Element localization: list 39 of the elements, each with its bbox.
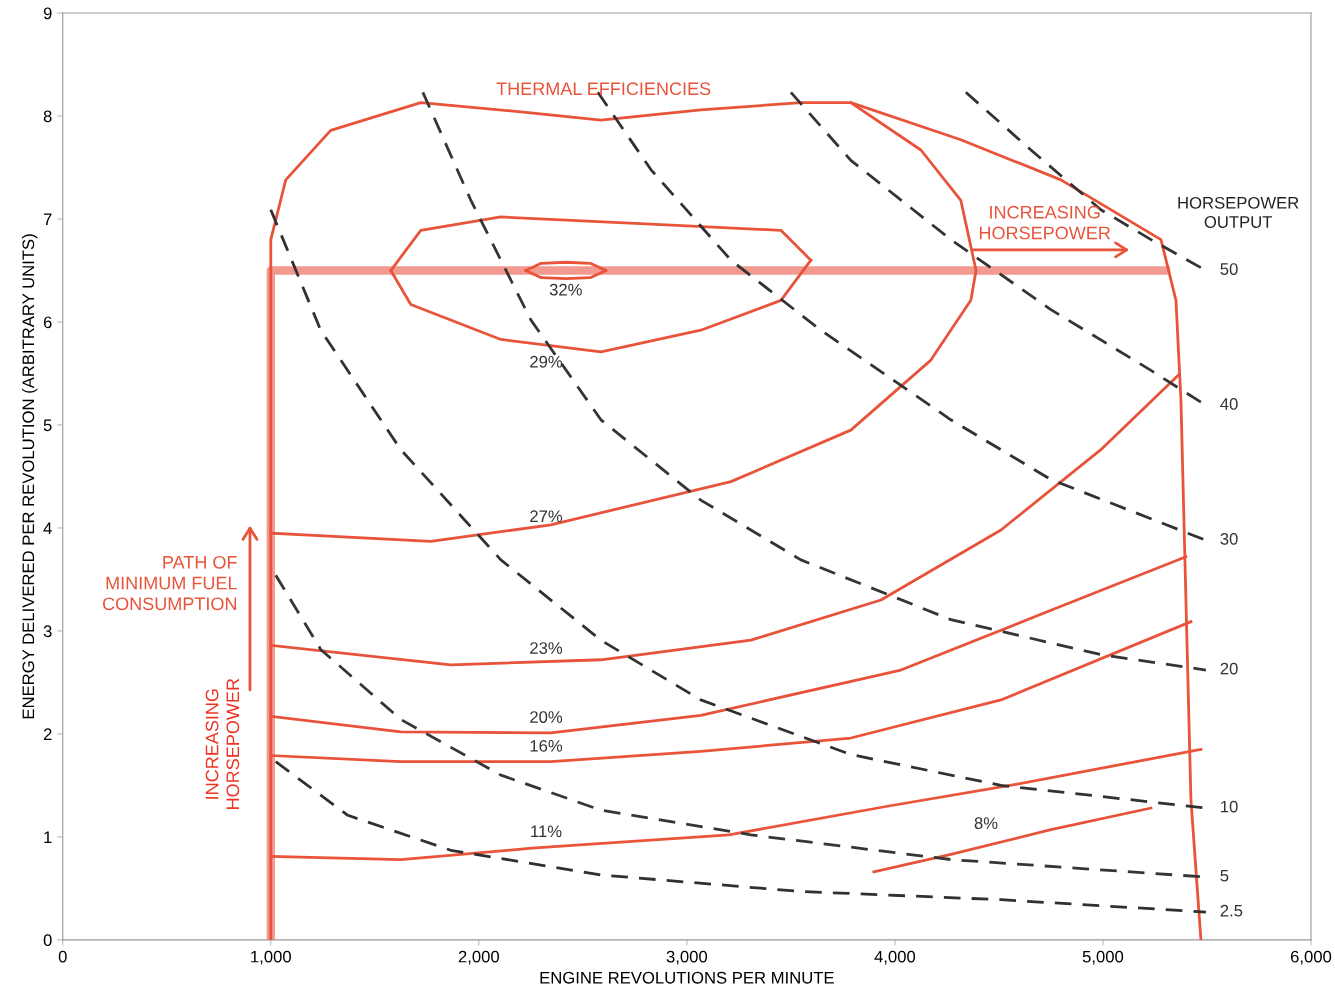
x-tick-label: 6,000 <box>1290 950 1332 965</box>
x-tick-label: 0 <box>58 950 67 963</box>
annotation: 32% <box>549 283 582 296</box>
annotation: 27% <box>530 510 563 523</box>
series-label: 30 <box>1220 532 1238 545</box>
x-tick-label: 1,000 <box>251 950 291 965</box>
y-axis-title: ENERGY DELIVERED PER REVOLUTION (ARBITRARY UNITS) <box>21 234 38 719</box>
x-axis-title: ENGINE REVOLUTIONS PER MINUTE <box>540 971 834 984</box>
x-tick-label: 5,000 <box>1082 950 1124 965</box>
y-tick-label: 6 <box>43 316 52 329</box>
annotation: 23% <box>530 642 563 654</box>
annotation: 11% <box>531 825 562 838</box>
annotation: THERMAL EFFICIENCIES <box>496 82 711 96</box>
y-tick-label: 7 <box>43 213 52 226</box>
annotation: 29% <box>530 355 563 368</box>
y-tick-label: 8 <box>43 110 52 123</box>
y-tick-label: 4 <box>43 522 52 534</box>
series-label: 50 <box>1220 263 1238 275</box>
annotation: INCREASING HORSEPOWER <box>205 678 240 809</box>
series-label: 40 <box>1220 398 1238 410</box>
annotation: 16% <box>530 739 563 752</box>
x-tick-label: 3,000 <box>666 950 708 965</box>
x-tick-label: 4,000 <box>874 950 916 965</box>
annotation: PATH OF MINIMUM FUEL CONSUMPTION <box>103 555 237 611</box>
annotation: HORSEPOWER OUTPUT <box>1178 196 1299 228</box>
y-tick-label: 3 <box>43 625 52 638</box>
y-tick-label: 2 <box>43 728 52 740</box>
annotation: INCREASING HORSEPOWER <box>979 205 1111 240</box>
series-label: 2.5 <box>1220 904 1243 917</box>
series-label: 5 <box>1220 869 1229 882</box>
y-tick-label: 5 <box>43 419 52 432</box>
y-tick-label: 0 <box>43 934 52 947</box>
annotation: 20% <box>530 711 563 723</box>
y-tick-label: 1 <box>44 831 52 843</box>
y-tick-label: 9 <box>43 7 52 20</box>
series-label: 20 <box>1220 662 1238 675</box>
x-tick-label: 2,000 <box>458 950 500 965</box>
annotation: 8% <box>974 817 998 830</box>
series-label: 10 <box>1221 800 1238 813</box>
